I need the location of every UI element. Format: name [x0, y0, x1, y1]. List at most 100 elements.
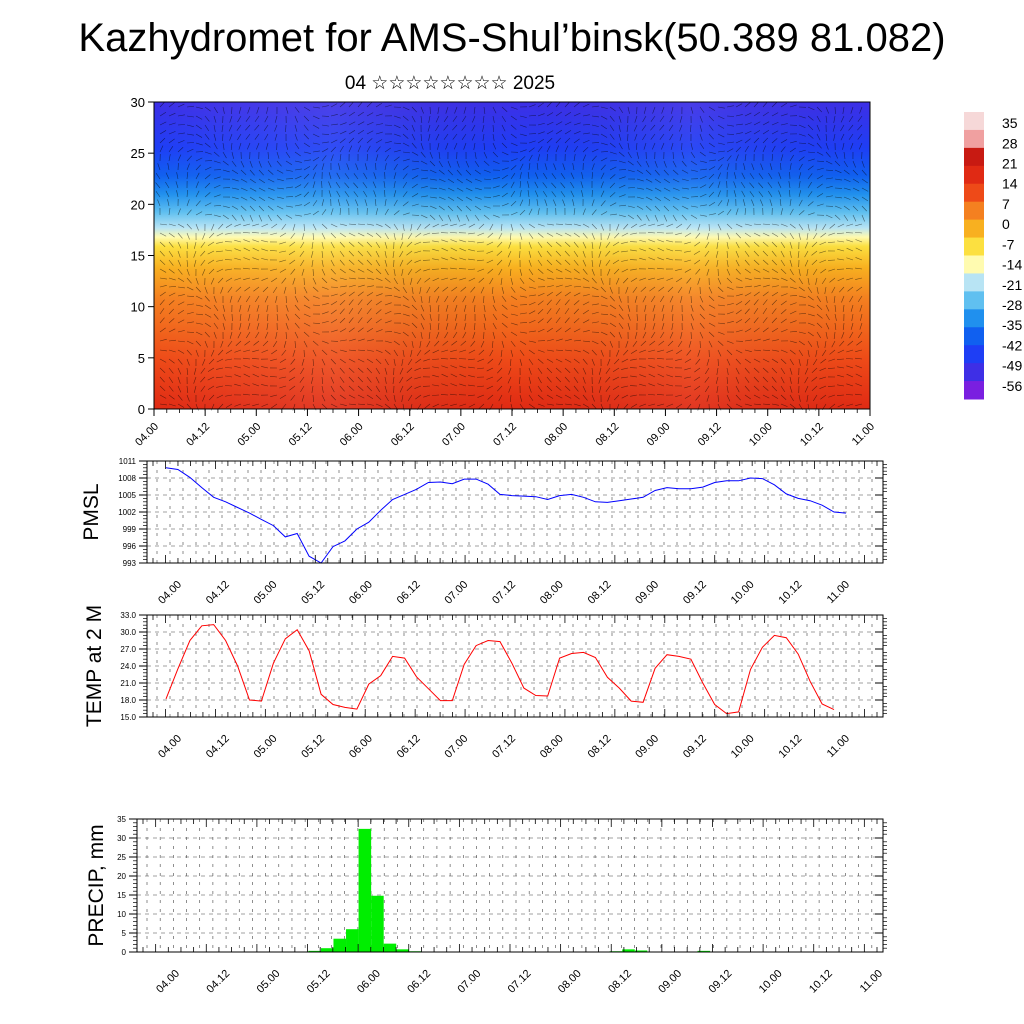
panel-pmsl-x-tick-label: 06.00 [347, 579, 375, 607]
panel-precip-y-tick-label: 10 [117, 910, 126, 919]
panel-pmsl-y-tick-label: 1008 [118, 474, 136, 483]
colorbar-tick-label: 7 [1002, 196, 1010, 212]
temperature-cross-section: 0 5 10 15 20 25 30 04.00 04.12 05.00 05.12 06.00 06.… [131, 95, 878, 449]
panel-precip-bar [333, 938, 347, 952]
panel-precip-y-tick-label: 15 [117, 891, 126, 900]
panel-pmsl-x-tick-label: 05.00 [252, 579, 280, 607]
panel-temp-x-tick-label: 10.12 [776, 733, 804, 761]
panel-temp-y-tick-label: 18.0 [120, 696, 136, 705]
colorbar-swatch [964, 183, 984, 203]
panel-precip-bar [308, 950, 321, 952]
panel-precip-y-tick-label: 35 [117, 815, 126, 824]
colorbar-tick-label: -35 [1002, 317, 1022, 333]
temp-2m-chart: 15.0 18.0 21.0 24.0 27.0 30.0 33.0 TEMP at 2 M 0… [83, 605, 887, 761]
panel-pmsl-x-tick-label: 08.12 [586, 579, 614, 607]
panel-temp-y-tick-label: 33.0 [120, 611, 136, 620]
panel-precip-bar [622, 949, 635, 952]
heatmap-x-tick-label: 11.00 [850, 421, 877, 448]
panel-pmsl-x-tick-label: 11.00 [825, 579, 852, 606]
heatmap-x-tick-label: 07.12 [491, 421, 519, 449]
panel-pmsl-x-tick-label: 10.00 [729, 579, 757, 607]
colorbar-swatch [964, 165, 984, 185]
panel-precip-y-tick-label: 25 [117, 853, 126, 862]
panel-temp-y-axis-label: TEMP at 2 M [83, 605, 106, 727]
heatmap-y-tick-label: 30 [131, 95, 145, 110]
colorbar-tick-label: 35 [1002, 115, 1018, 131]
colorbar-swatch [964, 201, 984, 221]
panel-pmsl-x-tick-label: 06.12 [395, 579, 423, 607]
panel-precip-x-tick-label: 05.12 [305, 968, 333, 996]
colorbar-swatch [964, 273, 984, 292]
colorbar-tick-label: -42 [1002, 337, 1022, 353]
panel-precip-x-tick-label: 04.00 [154, 968, 182, 996]
panel-precip-x-tick-label: 09.12 [707, 968, 735, 996]
panel-temp-y-tick-label: 30.0 [120, 628, 136, 637]
colorbar-swatch [964, 345, 984, 364]
panel-pmsl-y-tick-label: 1011 [119, 457, 137, 466]
panel-pmsl-x-tick-label: 07.00 [442, 579, 470, 607]
panel-pmsl-x-tick-label: 08.00 [538, 579, 566, 607]
panel-precip-bar [320, 948, 334, 952]
colorbar-tick-label: 0 [1002, 216, 1010, 232]
colorbar-swatch [964, 309, 984, 328]
panel-precip-x-tick-label: 06.00 [355, 968, 383, 996]
panel-temp-y-tick-label: 15.0 [120, 713, 136, 722]
panel-precip-bar [358, 828, 372, 952]
panel-precip-bar [697, 950, 711, 952]
panel-precip-x-tick-label: 10.12 [807, 968, 835, 996]
panel-temp-x-tick-label: 08.12 [586, 733, 614, 761]
colorbar-swatch [964, 381, 984, 400]
panel-precip-x-tick-label: 09.00 [656, 968, 684, 996]
panel-precip-x-tick-label: 05.00 [255, 968, 283, 996]
colorbar-swatch [964, 327, 984, 346]
panel-temp-x-tick-label: 07.12 [490, 733, 518, 761]
panel-pmsl-y-tick-label: 1002 [118, 508, 136, 517]
panel-precip-frame [136, 818, 884, 953]
panel-temp-x-tick-label: 11.00 [825, 733, 852, 760]
panel-precip-bar [346, 929, 359, 952]
panel-precip-bar [396, 949, 409, 952]
panel-temp-x-tick-label: 06.00 [347, 733, 375, 761]
colorbar-swatch [964, 147, 984, 167]
panel-precip-x-tick-label: 08.12 [606, 968, 634, 996]
panel-precip-y-tick-label: 20 [117, 872, 126, 881]
page-title: Kazhydromet for AMS-Shul’binsk(50.389 81… [78, 16, 946, 60]
panel-precip-y-tick-label: 5 [122, 929, 127, 938]
heatmap-x-tick-label: 10.12 [798, 421, 826, 449]
heatmap-y-tick-label: 25 [131, 146, 145, 161]
heatmap-x-tick-label: 05.12 [287, 421, 315, 449]
panel-precip-y-tick-label: 0 [122, 948, 127, 957]
panel-pmsl-series-line [165, 467, 846, 564]
colorbar-swatch [964, 112, 984, 131]
colorbar-tick-label: -56 [1002, 378, 1022, 394]
colorbar-swatch [964, 363, 984, 382]
panel-temp-x-tick-label: 06.12 [395, 733, 423, 761]
panel-pmsl-x-tick-label: 04.12 [204, 579, 232, 607]
panel-precip-y-axis-label: PRECIP, mm [85, 824, 108, 946]
panel-temp-x-tick-label: 05.12 [299, 733, 327, 761]
wind-vectors [155, 101, 869, 412]
panel-pmsl-x-tick-label: 05.12 [299, 579, 327, 607]
panel-precip-x-tick-label: 08.00 [556, 968, 584, 996]
panel-temp-x-tick-label: 08.00 [538, 733, 566, 761]
panel-precip-x-tick-label: 04.12 [204, 968, 232, 996]
panel-precip-x-tick-label: 07.12 [506, 968, 534, 996]
heatmap-y-tick-label: 0 [138, 402, 145, 417]
panel-precip-bar [371, 895, 384, 952]
panel-pmsl-x-tick-label: 07.12 [490, 579, 518, 607]
panel-temp-x-tick-label: 09.12 [681, 733, 709, 761]
panel-temp-y-tick-label: 24.0 [120, 662, 136, 671]
colorbar-tick-label: -28 [1002, 297, 1022, 313]
panel-precip-y-tick-label: 30 [117, 834, 126, 843]
heatmap-y-tick-label: 20 [131, 197, 145, 212]
panel-precip-x-tick-label: 11.00 [858, 968, 885, 995]
panel-temp-series-line [165, 624, 835, 715]
panel-pmsl-y-axis-label: PMSL [80, 483, 103, 540]
panel-precip-x-tick-label: 10.00 [757, 968, 785, 996]
panel-pmsl-y-tick-label: 1005 [118, 491, 136, 500]
colorbar-swatch [964, 255, 984, 274]
heatmap-x-tick-label: 08.12 [593, 421, 621, 449]
colorbar-tick-label: -21 [1002, 277, 1022, 293]
pmsl-chart: 993 996 999 1002 1005 1008 1011 PMSL 04.00 04.12 0… [80, 457, 887, 607]
